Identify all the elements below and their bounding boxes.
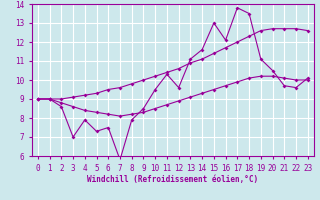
X-axis label: Windchill (Refroidissement éolien,°C): Windchill (Refroidissement éolien,°C) — [87, 175, 258, 184]
